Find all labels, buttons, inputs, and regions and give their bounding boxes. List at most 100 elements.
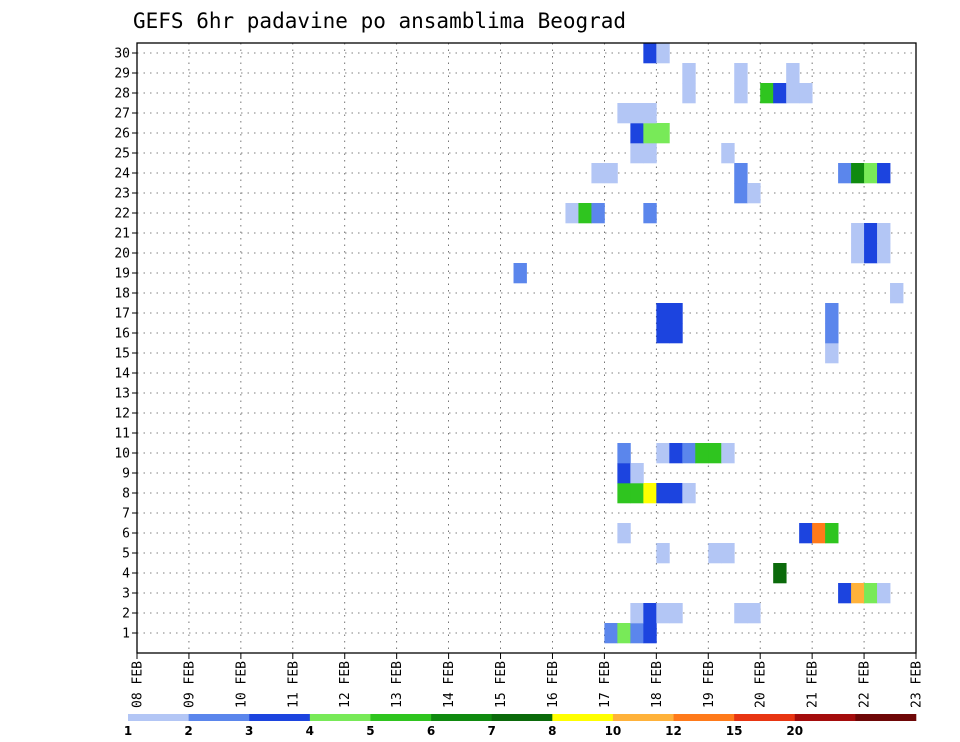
x-tick-label: 16 FEB xyxy=(546,661,561,708)
precip-cell xyxy=(721,443,735,464)
x-tick-label: 17 FEB xyxy=(598,661,613,708)
colorbar-label: 20 xyxy=(786,724,803,738)
precip-cell xyxy=(617,443,631,464)
precip-cell xyxy=(617,463,631,484)
precip-cell xyxy=(656,483,670,504)
precip-cell xyxy=(643,143,657,164)
x-tick-label: 15 FEB xyxy=(494,661,509,708)
precip-cell xyxy=(851,243,865,264)
y-tick-label: 2 xyxy=(122,607,130,622)
precip-cell xyxy=(864,243,878,264)
precip-cell xyxy=(721,143,735,164)
y-tick-label: 5 xyxy=(122,547,130,562)
precip-cell xyxy=(643,123,657,144)
y-tick-label: 14 xyxy=(114,367,130,382)
precip-cell xyxy=(682,83,696,104)
precip-cell xyxy=(643,203,657,224)
precip-cell xyxy=(669,603,683,624)
colorbar-label: 1 xyxy=(124,724,132,738)
precip-cell xyxy=(708,443,722,464)
precip-cell xyxy=(591,203,605,224)
precip-cell xyxy=(604,623,618,644)
colorbar-swatch xyxy=(612,714,674,721)
y-tick-label: 18 xyxy=(114,287,130,302)
precip-cell xyxy=(630,623,644,644)
precip-cell xyxy=(773,83,787,104)
precip-cell xyxy=(669,323,683,344)
precip-cell xyxy=(617,103,631,124)
precip-cell xyxy=(630,123,644,144)
x-tick-label: 13 FEB xyxy=(390,661,405,708)
y-tick-label: 11 xyxy=(114,427,130,442)
y-tick-label: 23 xyxy=(114,187,130,202)
x-axis-ticks: 08 FEB 09 FEB 10 FEB 11 FEB 12 FEB 13 FEB 14 F… xyxy=(131,653,925,708)
precip-cell xyxy=(812,523,826,544)
precip-cell xyxy=(838,583,852,604)
precip-cell xyxy=(604,163,618,184)
y-tick-label: 22 xyxy=(114,207,130,222)
precip-cell xyxy=(669,483,683,504)
precip-cell xyxy=(851,583,865,604)
x-tick-label: 22 FEB xyxy=(858,661,873,708)
colorbar-label: 8 xyxy=(548,724,556,738)
precip-cell xyxy=(864,163,878,184)
colorbar-swatch xyxy=(188,714,250,721)
y-tick-label: 28 xyxy=(114,87,130,102)
y-tick-label: 19 xyxy=(114,267,130,282)
y-tick-label: 9 xyxy=(122,467,130,482)
y-tick-label: 25 xyxy=(114,147,130,162)
y-tick-label: 3 xyxy=(122,587,130,602)
y-axis-ticks: 1234567891011121314151617181920212223242… xyxy=(114,47,137,642)
ensemble-cells xyxy=(513,43,904,644)
y-tick-label: 4 xyxy=(122,567,130,582)
precip-cell xyxy=(513,263,527,284)
precip-cell xyxy=(630,463,644,484)
colorbar-label: 4 xyxy=(306,724,314,738)
y-tick-label: 30 xyxy=(114,47,130,62)
precip-cell xyxy=(643,483,657,504)
precip-cell xyxy=(734,83,748,104)
colorbar-swatch xyxy=(491,714,553,721)
colorbar-swatch xyxy=(673,714,735,721)
precip-cell xyxy=(630,103,644,124)
x-tick-label: 23 FEB xyxy=(910,661,925,708)
y-tick-label: 1 xyxy=(122,627,130,642)
y-tick-label: 6 xyxy=(122,527,130,542)
y-tick-label: 21 xyxy=(114,227,130,242)
y-tick-label: 13 xyxy=(114,387,130,402)
precip-cell xyxy=(656,603,670,624)
precip-cell xyxy=(799,83,813,104)
precip-cell xyxy=(786,63,800,84)
precip-cell xyxy=(656,303,670,324)
colorbar-swatch xyxy=(734,714,796,721)
precip-cell xyxy=(630,143,644,164)
precip-cell xyxy=(734,603,748,624)
y-tick-label: 29 xyxy=(114,67,130,82)
precip-cell xyxy=(630,483,644,504)
precip-cell xyxy=(825,303,839,324)
precip-cell xyxy=(630,603,644,624)
y-tick-label: 12 xyxy=(114,407,130,422)
precip-cell xyxy=(656,323,670,344)
precip-cell xyxy=(877,223,891,244)
y-tick-label: 15 xyxy=(114,347,130,362)
precip-cell xyxy=(565,203,579,224)
precip-cell xyxy=(851,223,865,244)
y-tick-label: 7 xyxy=(122,507,130,522)
precip-cell xyxy=(838,163,852,184)
precip-cell xyxy=(656,443,670,464)
grid-lines xyxy=(137,43,916,653)
colorbar-swatch xyxy=(309,714,371,721)
precip-cell xyxy=(825,343,839,364)
colorbar-label: 7 xyxy=(488,724,496,738)
x-tick-label: 21 FEB xyxy=(806,661,821,708)
colorbar-label: 2 xyxy=(184,724,192,738)
colorbar-label: 10 xyxy=(605,724,622,738)
precip-cell xyxy=(695,443,709,464)
colorbar-swatch xyxy=(128,714,189,721)
precip-cell xyxy=(656,543,670,564)
x-tick-label: 09 FEB xyxy=(182,661,197,708)
x-tick-label: 18 FEB xyxy=(650,661,665,708)
x-tick-label: 12 FEB xyxy=(338,661,353,708)
